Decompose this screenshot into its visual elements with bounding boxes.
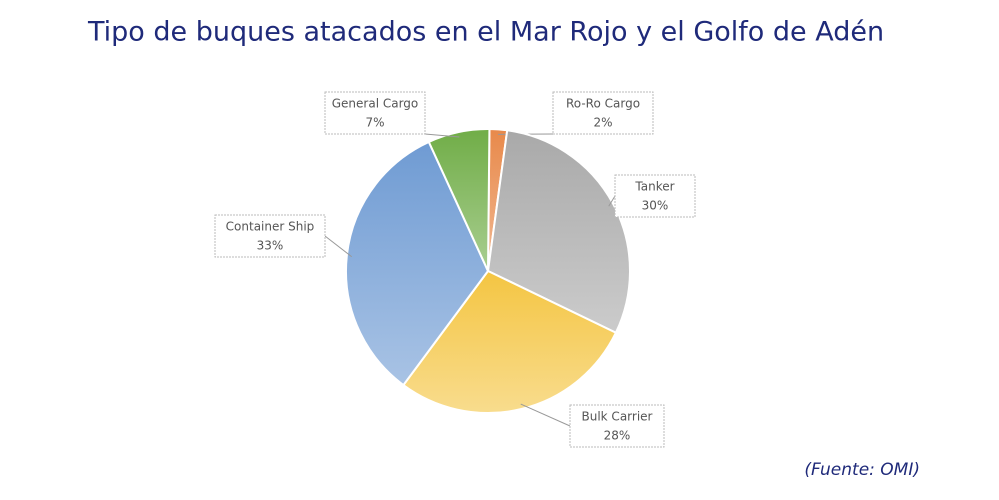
slice-label: Container Ship [226, 220, 315, 234]
label-box [614, 174, 696, 218]
pie-slice [486, 129, 631, 335]
label-box [552, 91, 654, 135]
leader-line [520, 403, 571, 427]
pie-slice [345, 140, 490, 387]
slice-label: Tanker [634, 180, 674, 194]
slice-label: General Cargo [332, 97, 419, 111]
label-box [324, 91, 426, 135]
slice-value: 33% [257, 239, 284, 253]
label-box [569, 404, 665, 448]
label-box [214, 214, 326, 258]
slice-value: 28% [604, 429, 631, 443]
slice-value: 2% [593, 116, 612, 130]
source-note: (Fuente: OMI) [804, 460, 920, 480]
leader-line [424, 133, 460, 138]
slice-value: 30% [642, 199, 669, 213]
slice-value: 7% [365, 116, 384, 130]
chart-title: Tipo de buques atacados en el Mar Rojo y… [87, 17, 884, 48]
leader-line [608, 195, 616, 207]
pie-slice [401, 269, 618, 414]
slice-label: Bulk Carrier [582, 410, 653, 424]
pie-slice [427, 128, 491, 272]
slice-label: Ro-Ro Cargo [566, 97, 640, 111]
leader-line [324, 235, 353, 258]
